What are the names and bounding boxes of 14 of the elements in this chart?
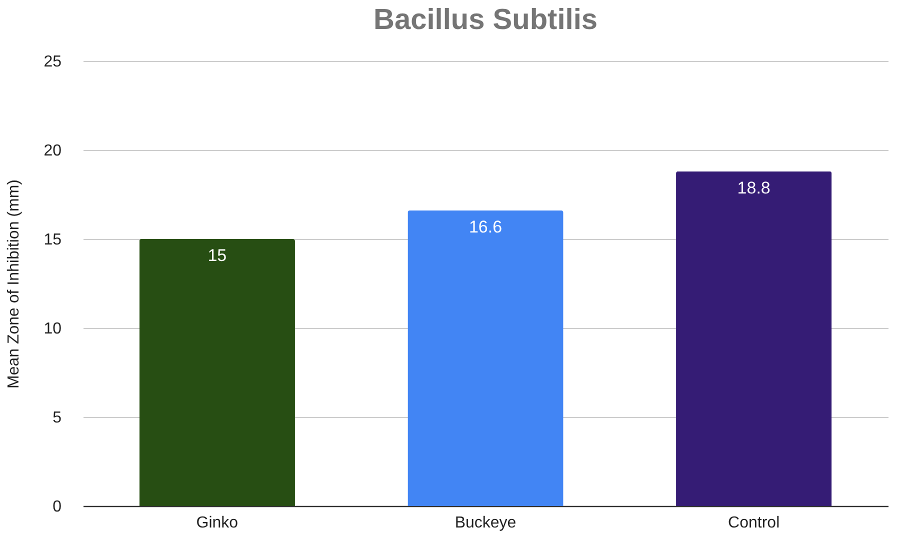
data-label: 16.6 xyxy=(468,218,502,237)
chart-title: Bacillus Subtilis xyxy=(374,4,598,36)
x-tick-label: Buckeye xyxy=(454,514,516,532)
y-axis-title: Mean Zone of Inhibition (mm) xyxy=(6,180,23,388)
data-label: 18.8 xyxy=(737,178,770,198)
y-tick-label: 5 xyxy=(52,410,62,426)
x-tick-label: Ginko xyxy=(196,514,238,532)
y-tick-label: 0 xyxy=(52,498,62,516)
y-tick-label: 20 xyxy=(44,142,62,160)
data-label: 15 xyxy=(208,246,227,265)
x-tick-label: Control xyxy=(728,514,780,532)
y-tick-label: 10 xyxy=(44,320,62,338)
y-tick-label: 25 xyxy=(44,54,62,70)
y-tick-label: 15 xyxy=(44,232,62,248)
